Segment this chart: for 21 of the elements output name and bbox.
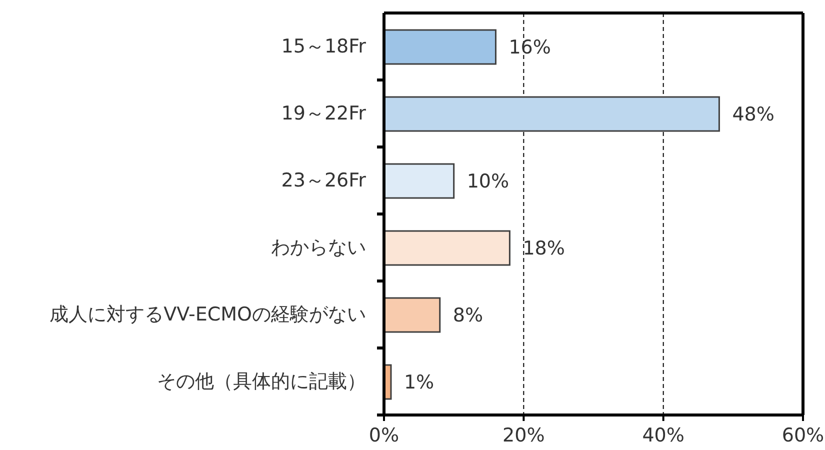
- x-tick-label: 60%: [782, 424, 824, 446]
- y-tick-label: その他（具体的に記載）: [157, 370, 366, 392]
- y-tick-label: 成人に対するVV-ECMOの経験がない: [50, 304, 366, 326]
- x-tick-label: 40%: [642, 424, 684, 446]
- bar: [384, 96, 720, 132]
- data-label: 10%: [466, 170, 510, 193]
- y-tick-label: 19～22Fr: [281, 102, 366, 124]
- x-tick-label: 0%: [368, 424, 400, 446]
- data-label: 18%: [522, 238, 565, 260]
- bar: [384, 163, 455, 199]
- bar: [384, 297, 441, 333]
- data-label: 1%: [404, 372, 434, 394]
- data-label: 8%: [452, 304, 484, 327]
- y-tick-label: 15～18Fr: [281, 36, 366, 58]
- y-tick-label: 23～26Fr: [281, 170, 366, 192]
- data-label: 16%: [508, 36, 551, 59]
- data-label: 48%: [732, 104, 774, 126]
- bar: [384, 29, 496, 65]
- y-tick-label: わからない: [271, 236, 366, 258]
- bar: [384, 230, 510, 266]
- x-tick-label: 20%: [502, 424, 545, 446]
